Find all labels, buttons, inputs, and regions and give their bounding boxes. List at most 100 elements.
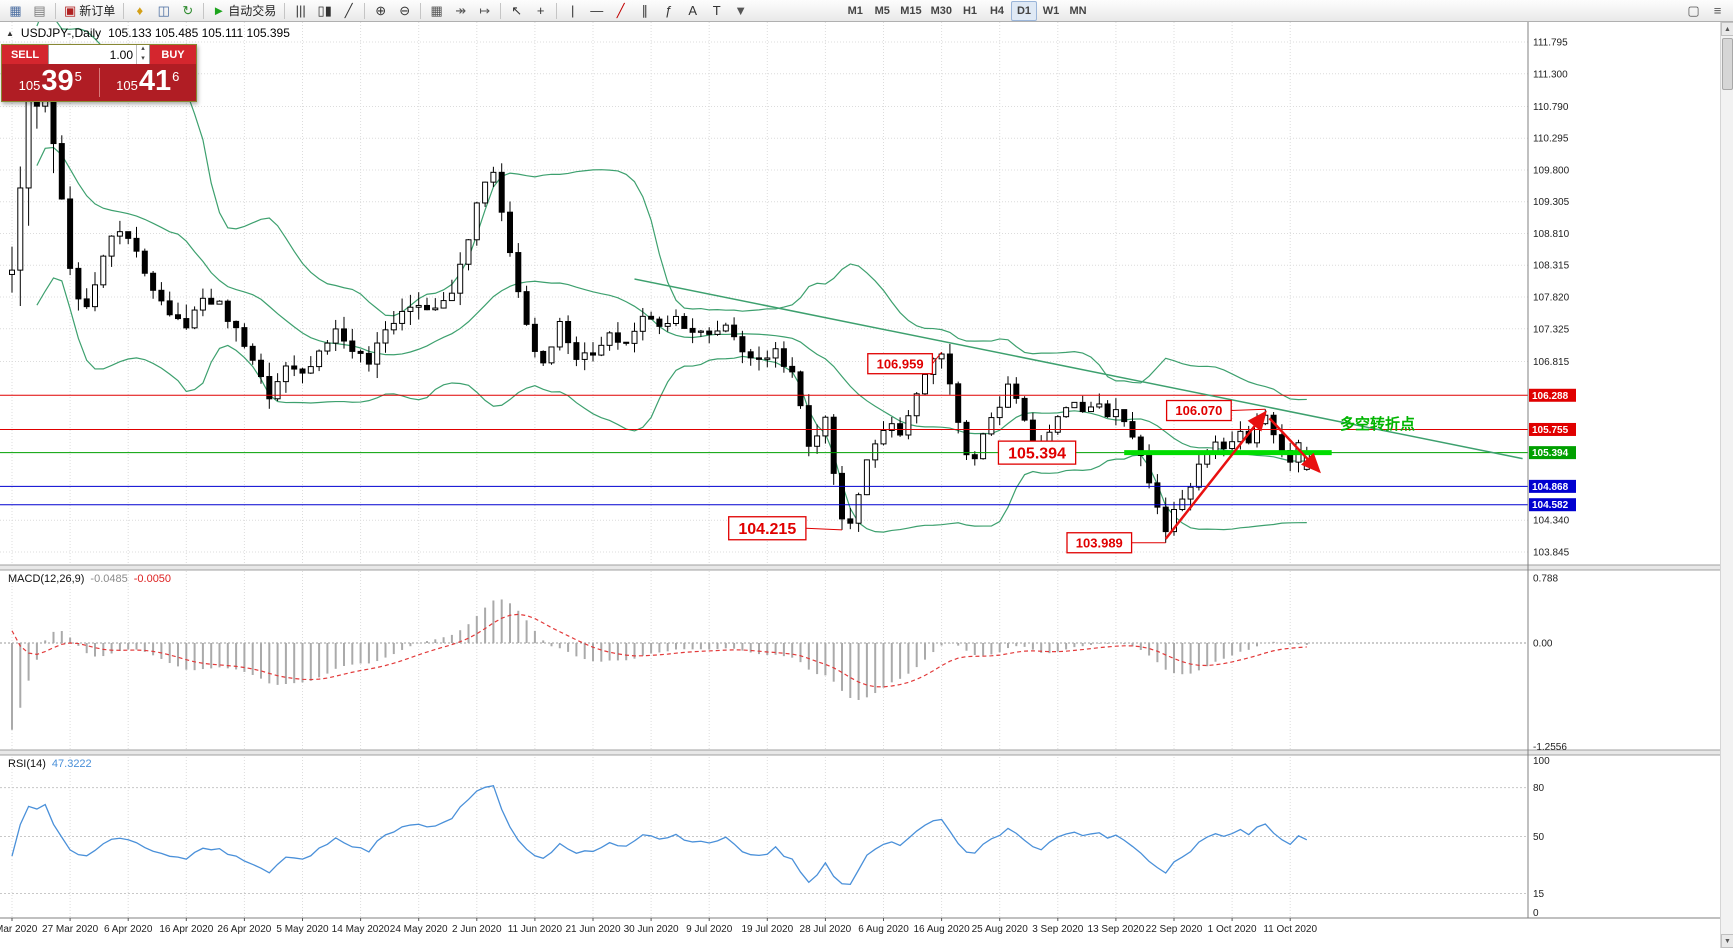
buy-price[interactable]: 105 41 6: [100, 64, 197, 101]
volume-up-icon[interactable]: ▴: [141, 45, 145, 52]
macd-signal-value: -0.0050: [133, 573, 172, 585]
crosshair-icon[interactable]: +: [536, 3, 545, 18]
macd-main-value: -0.0485: [90, 573, 128, 585]
svg-text:50: 50: [1533, 832, 1545, 843]
sell-button[interactable]: SELL: [2, 45, 48, 64]
pane-splitter[interactable]: [0, 750, 1733, 755]
price-axis[interactable]: 111.795 111.300 110.790 110.295 109.800 109.3…: [1527, 22, 1576, 919]
svg-text:5 May 2020: 5 May 2020: [276, 924, 329, 935]
svg-text:105.394: 105.394: [1008, 445, 1066, 462]
svg-text:19 Jul 2020: 19 Jul 2020: [741, 924, 793, 935]
new-chart-icon[interactable]: ▦: [9, 3, 22, 18]
vertical-line-icon[interactable]: |: [571, 3, 575, 18]
svg-text:21 Jun 2020: 21 Jun 2020: [565, 924, 620, 935]
equidistant-channel-icon[interactable]: ∥: [641, 3, 648, 18]
fibonacci-icon[interactable]: ƒ: [665, 3, 673, 18]
tile-windows-icon[interactable]: ▦: [430, 3, 443, 18]
trendline-icon[interactable]: ╱: [616, 3, 625, 18]
svg-text:106.815: 106.815: [1533, 357, 1570, 368]
sell-price-big: 39: [41, 65, 74, 97]
red-trend-arrow-1[interactable]: [1164, 410, 1267, 540]
date-axis[interactable]: 8 Mar 2020 27 Mar 2020 6 Apr 2020 16 Apr 20…: [0, 917, 1733, 935]
fullscreen-icon[interactable]: ▢: [1687, 3, 1700, 18]
svg-text:106.959: 106.959: [877, 356, 924, 371]
svg-text:111.300: 111.300: [1533, 69, 1568, 80]
toolbar-icon-groups: ▦ ▤ ▣ 新订单 ♦ ◫ ↻ ► 自动交易 ||| ▯▮ ╱ ⊕ ⊖ ▦ ↠ ↦ ↖ + | — ╱ ∥ ƒ A T ▼: [4, 1, 752, 21]
price-tag-104.582: [1529, 498, 1576, 512]
vertical-scrollbar[interactable]: ▲ ▼: [1720, 22, 1733, 948]
timeframe-m15-button[interactable]: M15: [900, 4, 922, 17]
red-trend-arrow-2[interactable]: [1268, 417, 1321, 474]
timeframe-h1-button[interactable]: H1: [962, 4, 978, 17]
timeframe-mn-button[interactable]: MN: [1069, 4, 1087, 17]
timeframe-m1-button[interactable]: M1: [847, 4, 863, 17]
price-chart-canvas[interactable]: 106.959 106.070 105.394 104.215 103.989 多空转折点…: [0, 22, 1733, 948]
one-click-collapse-arrow[interactable]: ▲: [6, 28, 14, 38]
svg-text:111.795: 111.795: [1533, 38, 1568, 49]
chart-shift-icon[interactable]: ↦: [479, 3, 491, 18]
sell-price-prefix: 105: [18, 78, 41, 93]
new-order-button[interactable]: ▣ 新订单: [64, 3, 116, 18]
toolbar-right-icons: ▢ ≡: [1682, 1, 1729, 21]
timeframe-w1-button[interactable]: W1: [1042, 4, 1060, 17]
toolbar-separator: [55, 2, 56, 19]
text-icon[interactable]: A: [688, 3, 698, 18]
ohlc-bars-icon[interactable]: |||: [295, 3, 306, 18]
volume-spinner: ▴ ▾: [136, 45, 149, 64]
auto-trading-button[interactable]: ► 自动交易: [212, 3, 277, 18]
candlestick-chart-icon[interactable]: ▯▮: [317, 3, 332, 18]
svg-text:110.790: 110.790: [1533, 102, 1569, 113]
svg-text:105.394: 105.394: [1532, 448, 1569, 459]
chart-profiles-icon[interactable]: ▤: [33, 3, 46, 18]
indicators-icon[interactable]: ♦: [136, 3, 144, 18]
volume-stepper[interactable]: 1.00 ▴ ▾: [48, 45, 150, 64]
scroll-up-icon[interactable]: ▲: [1721, 22, 1733, 36]
timeframe-d1-button[interactable]: D1: [1011, 0, 1038, 21]
svg-text:1 Oct 2020: 1 Oct 2020: [1208, 924, 1257, 935]
shapes-dropdown-icon[interactable]: ▼: [734, 3, 748, 18]
price-callout-105.394[interactable]: [997, 440, 1077, 465]
svg-text:100: 100: [1533, 756, 1550, 767]
arrow-label-icon[interactable]: T: [712, 3, 721, 18]
pane-splitter[interactable]: [0, 565, 1733, 570]
market-watch-icon[interactable]: ◫: [157, 3, 170, 18]
horizontal-line-icon[interactable]: —: [590, 3, 604, 18]
svg-text:106.070: 106.070: [1175, 403, 1222, 418]
toolbar-separator: [123, 2, 125, 19]
svg-text:6 Apr 2020: 6 Apr 2020: [104, 924, 153, 935]
timeframe-h4-button[interactable]: H4: [989, 4, 1005, 17]
zoom-out-icon[interactable]: ⊖: [399, 3, 411, 18]
svg-text:105.755: 105.755: [1532, 425, 1569, 436]
cursor-icon[interactable]: ↖: [511, 3, 523, 18]
scroll-down-icon[interactable]: ▼: [1721, 934, 1733, 948]
buy-price-sup: 6: [172, 69, 180, 84]
price-callout-106.070[interactable]: [1165, 399, 1232, 422]
macd-signal-line: [11, 613, 1307, 688]
zoom-in-icon[interactable]: ⊕: [375, 3, 387, 18]
timeframe-m5-button[interactable]: M5: [874, 4, 890, 17]
toolbar-separator: [556, 2, 558, 19]
price-callout-103.989[interactable]: [1066, 532, 1133, 554]
options-icon[interactable]: ≡: [1713, 3, 1722, 18]
timeframe-m30-button[interactable]: M30: [930, 4, 953, 17]
svg-text:80: 80: [1533, 783, 1545, 794]
toolbar-separator: [420, 2, 422, 19]
volume-down-icon[interactable]: ▾: [141, 54, 145, 62]
sell-price[interactable]: 105 39 5: [2, 64, 99, 101]
annotation-text[interactable]: 多空转折点: [1340, 415, 1415, 433]
svg-text:103.989: 103.989: [1076, 535, 1123, 550]
line-chart-icon[interactable]: ╱: [344, 3, 353, 18]
buy-button[interactable]: BUY: [150, 45, 196, 64]
toolbar-separator: [284, 2, 286, 19]
svg-text:-1.2556: -1.2556: [1533, 742, 1567, 753]
price-callout-106.959[interactable]: [867, 353, 934, 375]
svg-text:104.215: 104.215: [738, 521, 796, 538]
volume-value[interactable]: 1.00: [109, 47, 133, 62]
descending-trendline[interactable]: [634, 278, 1523, 460]
scrollbar-thumb[interactable]: [1722, 38, 1733, 90]
bollinger-bands: [36, 22, 1307, 533]
refresh-icon[interactable]: ↻: [182, 3, 194, 18]
svg-text:104.340: 104.340: [1533, 516, 1570, 527]
auto-scroll-icon[interactable]: ↠: [455, 3, 467, 18]
price-callout-104.215[interactable]: [728, 516, 807, 541]
